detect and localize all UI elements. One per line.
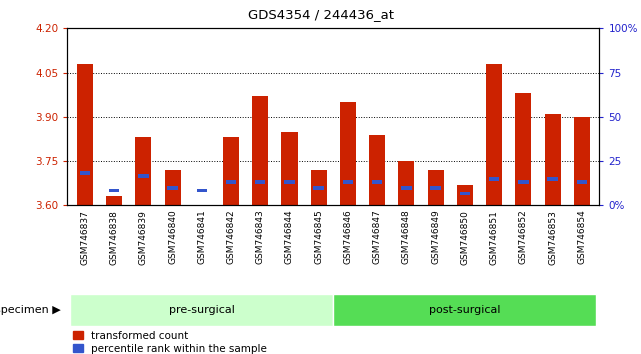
Bar: [313, 186, 324, 189]
Bar: [255, 180, 265, 184]
Text: GSM746847: GSM746847: [372, 210, 381, 264]
Bar: [197, 189, 207, 193]
Bar: [574, 117, 590, 205]
Text: GSM746849: GSM746849: [431, 210, 440, 264]
Bar: [576, 180, 587, 184]
Bar: [281, 132, 297, 205]
Text: GSM746853: GSM746853: [548, 210, 557, 265]
Text: GSM746851: GSM746851: [490, 210, 499, 265]
Bar: [369, 135, 385, 205]
Bar: [135, 137, 151, 205]
Bar: [71, 294, 333, 326]
Bar: [544, 114, 561, 205]
Bar: [106, 196, 122, 205]
Text: GSM746848: GSM746848: [402, 210, 411, 264]
Bar: [165, 170, 181, 205]
Text: GSM746854: GSM746854: [578, 210, 587, 264]
Bar: [311, 170, 327, 205]
Bar: [486, 64, 502, 205]
Text: specimen ▶: specimen ▶: [0, 305, 61, 315]
Text: GSM746841: GSM746841: [197, 210, 206, 264]
Text: GSM746852: GSM746852: [519, 210, 528, 264]
Bar: [428, 170, 444, 205]
Text: GDS4354 / 244436_at: GDS4354 / 244436_at: [247, 8, 394, 22]
Bar: [515, 93, 531, 205]
Bar: [460, 192, 470, 195]
Bar: [489, 177, 499, 181]
Bar: [79, 171, 90, 175]
Bar: [340, 102, 356, 205]
Text: GSM746843: GSM746843: [256, 210, 265, 264]
Text: GSM746845: GSM746845: [314, 210, 323, 264]
Text: GSM746850: GSM746850: [460, 210, 469, 265]
Bar: [223, 137, 239, 205]
Text: GSM746839: GSM746839: [139, 210, 148, 265]
Legend: transformed count, percentile rank within the sample: transformed count, percentile rank withi…: [72, 331, 267, 354]
Bar: [226, 180, 237, 184]
Bar: [430, 186, 441, 189]
Bar: [518, 180, 529, 184]
Bar: [77, 64, 93, 205]
Bar: [547, 177, 558, 181]
Bar: [333, 294, 596, 326]
Bar: [372, 180, 383, 184]
Bar: [138, 174, 149, 178]
Bar: [343, 180, 353, 184]
Text: post-surgical: post-surgical: [429, 305, 501, 315]
Bar: [398, 161, 415, 205]
Text: GSM746842: GSM746842: [226, 210, 235, 264]
Bar: [284, 180, 295, 184]
Text: GSM746840: GSM746840: [168, 210, 177, 264]
Text: GSM746838: GSM746838: [110, 210, 119, 265]
Bar: [109, 189, 119, 193]
Text: pre-surgical: pre-surgical: [169, 305, 235, 315]
Text: GSM746846: GSM746846: [344, 210, 353, 264]
Bar: [401, 186, 412, 189]
Bar: [252, 96, 269, 205]
Bar: [457, 185, 473, 205]
Bar: [167, 186, 178, 189]
Text: GSM746844: GSM746844: [285, 210, 294, 264]
Text: GSM746837: GSM746837: [80, 210, 89, 265]
